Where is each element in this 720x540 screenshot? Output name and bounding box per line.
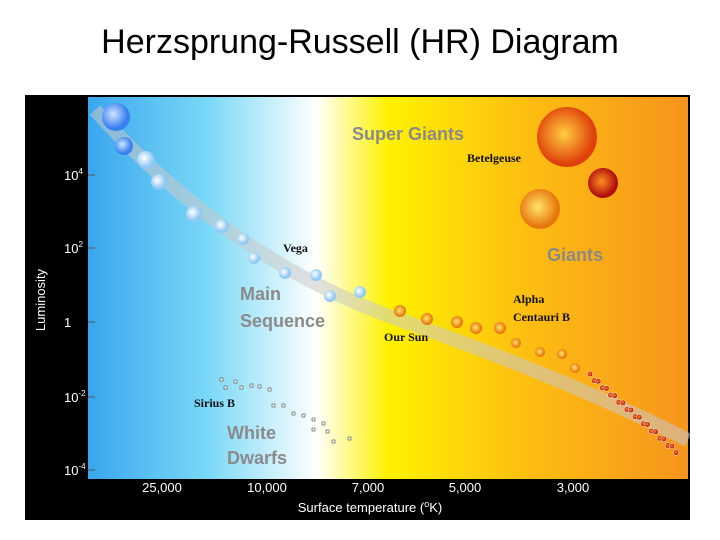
region-label: Giants — [547, 245, 603, 265]
star-label: Centauri B — [513, 310, 570, 324]
red-dwarf — [627, 406, 635, 414]
slide-title: Herzsprung-Russell (HR) Diagram — [101, 23, 619, 61]
red-dwarf — [611, 392, 618, 399]
region-label: Sequence — [240, 311, 325, 331]
tick-exp: -2 — [78, 389, 86, 398]
white-dwarf — [249, 383, 254, 388]
star — [535, 347, 545, 357]
star — [570, 363, 580, 373]
white-dwarf — [219, 377, 224, 382]
red-dwarf — [668, 442, 676, 450]
red-dwarf — [636, 414, 643, 421]
star — [102, 103, 130, 131]
red-dwarf — [603, 385, 610, 392]
white-dwarf — [223, 385, 228, 390]
region-label: White — [227, 423, 276, 443]
y-tick-label: 104 — [64, 167, 83, 183]
star — [520, 189, 560, 229]
white-dwarf — [239, 385, 244, 390]
star-label: Alpha — [513, 292, 544, 306]
tick-base: 10 — [64, 168, 78, 183]
tick-base: 10 — [64, 463, 78, 478]
white-dwarf — [325, 429, 330, 434]
red-dwarf — [660, 435, 667, 442]
star-label: Betelgeuse — [467, 151, 522, 165]
region-label: Super Giants — [352, 124, 464, 144]
tick-base: 1 — [64, 315, 71, 330]
white-dwarf — [321, 421, 326, 426]
star — [215, 219, 229, 233]
tick-exp: -4 — [78, 462, 86, 471]
star — [115, 137, 133, 155]
white-dwarf — [291, 411, 296, 416]
red-dwarf — [644, 421, 651, 428]
x-label-text: K) — [429, 500, 442, 515]
star — [557, 349, 567, 359]
star — [279, 267, 291, 279]
star — [151, 174, 167, 190]
star — [421, 313, 433, 325]
star — [248, 252, 260, 264]
star — [324, 290, 336, 302]
red-dwarf — [619, 399, 626, 406]
y-tick-label: 10-2 — [64, 389, 86, 405]
star — [588, 168, 618, 198]
tick-exp: 4 — [78, 167, 83, 176]
white-dwarf — [271, 403, 276, 408]
tick-base: 10 — [64, 390, 78, 405]
main-sequence-band — [89, 105, 692, 447]
x-label-sup: o — [424, 499, 429, 509]
white-dwarf — [311, 417, 316, 422]
star — [451, 316, 463, 328]
red-dwarf — [652, 428, 659, 435]
red-dwarf — [595, 378, 602, 385]
white-dwarf — [311, 427, 316, 432]
y-tick-label: 102 — [64, 240, 83, 256]
tick-exp: 2 — [78, 240, 83, 249]
x-tick-label: 7,000 — [352, 480, 385, 495]
stars — [102, 103, 680, 456]
region-label: Main — [240, 284, 281, 304]
white-dwarf — [257, 384, 262, 389]
tick-base: 10 — [64, 241, 78, 256]
red-dwarf — [673, 449, 680, 456]
temperature-gradient — [88, 97, 688, 479]
star — [470, 322, 482, 334]
x-axis-label: Surface temperature (oK) — [298, 499, 442, 515]
star — [137, 151, 155, 169]
y-tick-label: 10-4 — [64, 462, 86, 478]
x-tick-label: 5,000 — [449, 480, 482, 495]
x-tick-label: 10,000 — [247, 480, 287, 495]
star-label: Vega — [283, 241, 308, 255]
white-dwarf — [301, 413, 306, 418]
y-tick-label: 1 — [64, 315, 71, 330]
x-label-text: Surface temperature ( — [298, 500, 425, 515]
star — [354, 286, 366, 298]
red-dwarf — [586, 370, 594, 378]
white-dwarf — [331, 439, 336, 444]
star — [310, 269, 322, 281]
star — [186, 206, 202, 222]
white-dwarf — [347, 436, 352, 441]
x-tick-label: 25,000 — [142, 480, 182, 495]
star — [537, 107, 597, 167]
star — [511, 338, 521, 348]
x-tick-label: 3,000 — [557, 480, 590, 495]
star — [237, 233, 249, 245]
star-label: Our Sun — [384, 330, 428, 344]
y-axis-label: Luminosity — [33, 268, 48, 331]
x-ticks: 25,000 10,000 7,000 5,000 3,000 — [142, 480, 589, 495]
star — [394, 305, 406, 317]
star-label: Sirius B — [194, 396, 235, 410]
white-dwarf — [281, 403, 286, 408]
white-dwarf — [233, 379, 238, 384]
white-dwarf — [267, 387, 272, 392]
star — [494, 322, 506, 334]
region-label: Dwarfs — [227, 448, 287, 468]
